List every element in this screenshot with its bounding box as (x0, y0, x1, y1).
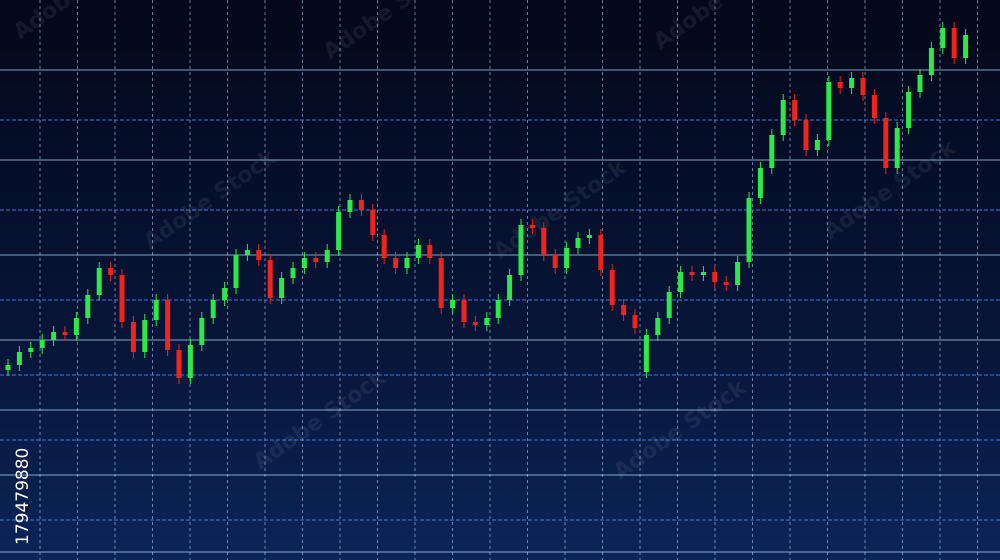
candle-body (427, 245, 433, 258)
candle-body (928, 48, 934, 75)
candle-body (780, 100, 786, 135)
candle-body (85, 295, 91, 318)
candle-body (96, 268, 102, 295)
candle-body (632, 315, 638, 328)
candle-body (108, 268, 114, 275)
candle-body (586, 235, 592, 238)
candle-body (472, 322, 478, 325)
candle-body (837, 82, 843, 88)
candle-body (700, 272, 706, 275)
candle-body (803, 120, 809, 150)
candle-body (575, 238, 581, 248)
candle-body (438, 258, 444, 308)
candle-body (324, 250, 330, 262)
candle-body (130, 322, 136, 352)
candle-body (336, 212, 342, 250)
candle-body (28, 348, 34, 352)
candle-body (609, 270, 615, 305)
candle-body (678, 272, 684, 292)
candle-body (165, 300, 171, 350)
candle-body (735, 262, 741, 285)
candle-body (5, 365, 11, 370)
candle-body (199, 318, 205, 345)
candle-body (210, 300, 216, 318)
candles (5, 22, 969, 384)
candle-body (62, 332, 68, 335)
candle-body (393, 258, 399, 268)
candle-body (746, 198, 752, 262)
candle-body (723, 282, 729, 285)
candle-body (73, 318, 79, 335)
candle-body (222, 288, 228, 300)
candle-body (552, 255, 558, 268)
candle-body (187, 345, 193, 378)
candle-body (176, 350, 182, 378)
candle-body (347, 200, 353, 212)
candle-body (757, 168, 763, 198)
candle-body (153, 300, 159, 320)
candle-body (51, 332, 57, 340)
candle-body (963, 35, 969, 58)
candle-body (256, 250, 262, 260)
candle-body (415, 245, 421, 258)
candle-body (381, 235, 387, 258)
candle-body (769, 135, 775, 168)
candle-body (712, 272, 718, 282)
candle-body (655, 318, 661, 335)
candle-body (301, 258, 307, 268)
candle-body (906, 92, 912, 128)
candle-body (849, 78, 855, 88)
candle-body (518, 225, 524, 275)
candle-body (940, 28, 946, 48)
candle-body (814, 140, 820, 150)
candle-body (233, 255, 239, 288)
candle-body (39, 340, 45, 348)
candle-body (666, 292, 672, 318)
candle-body (16, 352, 22, 365)
candle-body (541, 228, 547, 255)
candle-body (484, 318, 490, 325)
candle-body (370, 210, 376, 235)
candle-body (313, 258, 319, 262)
candle-body (358, 200, 364, 210)
candle-body (244, 250, 250, 255)
candle-body (826, 82, 832, 140)
candle-body (951, 28, 957, 58)
candle-body (290, 268, 296, 278)
candle-body (894, 128, 900, 168)
candle-body (142, 320, 148, 352)
candle-body (598, 235, 604, 270)
image-id: 179479880 (13, 448, 33, 545)
candle-body (495, 300, 501, 318)
candle-body (917, 75, 923, 92)
candle-body (404, 258, 410, 268)
candle-body (267, 260, 273, 298)
candle-body (860, 78, 866, 95)
candle-body (883, 118, 889, 168)
candle-body (621, 305, 627, 315)
candle-body (529, 225, 535, 228)
candle-body (792, 100, 798, 120)
candle-body (461, 300, 467, 322)
candle-body (643, 335, 649, 372)
candle-body (119, 275, 125, 322)
candle-body (507, 275, 513, 300)
candle-body (564, 248, 570, 268)
candle-body (450, 300, 456, 308)
candle-body (871, 95, 877, 118)
candle-body (279, 278, 285, 298)
candle-body (689, 272, 695, 275)
